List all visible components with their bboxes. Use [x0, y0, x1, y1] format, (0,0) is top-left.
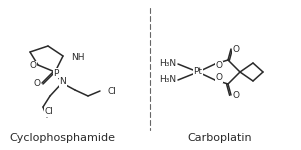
Text: O: O [232, 45, 240, 54]
Text: O: O [33, 78, 41, 87]
Text: NH: NH [71, 52, 85, 62]
Text: Cl: Cl [45, 108, 54, 117]
Text: O: O [216, 74, 222, 82]
Text: Cl: Cl [108, 87, 117, 96]
Text: O: O [232, 90, 240, 99]
Text: Carboplatin: Carboplatin [188, 133, 252, 143]
Text: P: P [53, 69, 59, 78]
Text: N: N [60, 78, 67, 87]
Text: Cyclophosphamide: Cyclophosphamide [9, 133, 115, 143]
Text: O: O [29, 61, 36, 70]
Text: H₃N: H₃N [160, 60, 177, 69]
Text: O: O [216, 61, 222, 70]
Text: H₃N: H₃N [160, 75, 177, 84]
Text: Pt: Pt [194, 68, 203, 76]
